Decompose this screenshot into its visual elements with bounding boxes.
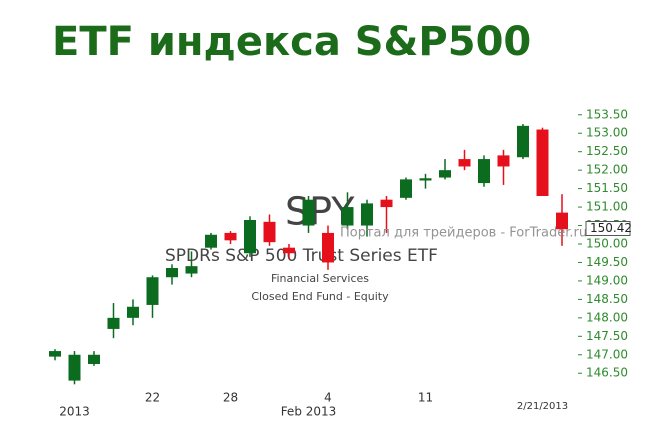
last-price-label: 150.42 (590, 221, 632, 235)
x-tick-label: 28 (223, 391, 238, 405)
x-tick-label: 2013 (59, 405, 90, 419)
y-tick-label: 152.00 (586, 163, 628, 177)
candle-body (88, 354, 100, 364)
candle-body (361, 203, 373, 226)
candle-body (107, 317, 120, 329)
candle-body (68, 354, 81, 381)
y-tick-label: 153.00 (586, 126, 628, 140)
x-tick-label: 4 (324, 391, 332, 405)
candle-body (341, 207, 354, 226)
candle-body (302, 199, 315, 226)
candle-body (439, 170, 451, 178)
candle-body (517, 125, 529, 158)
candle-body (478, 159, 490, 184)
candle-body (380, 199, 393, 208)
x-tick-label: Feb 2013 (281, 405, 337, 419)
y-tick-label: 151.00 (586, 200, 628, 214)
candle-body (283, 247, 295, 254)
last-price-box (585, 220, 631, 236)
y-tick-label: 147.00 (586, 347, 628, 361)
watermark: Портал для трейдеров - ForTrader.ru (340, 226, 587, 241)
candle-body (185, 266, 198, 274)
candle-body (536, 129, 549, 196)
y-tick-label: 149.50 (586, 255, 628, 269)
candle-body (497, 155, 510, 167)
candle-body (127, 306, 139, 318)
candle-body (224, 232, 237, 241)
y-tick-label: 150.00 (586, 237, 628, 251)
y-tick-label: 152.50 (586, 144, 628, 158)
y-tick-label: 147.50 (586, 329, 628, 343)
candle-body (244, 220, 256, 254)
y-tick-label: 149.00 (586, 273, 628, 287)
chart-title: ETF индекса S&P500 (52, 19, 531, 65)
x-tick-label: 11 (418, 391, 433, 405)
candle-body (166, 268, 178, 278)
date-marker: 2/21/2013 (517, 401, 568, 412)
candle-body (458, 159, 471, 167)
watermark-sector: Financial Services (271, 272, 369, 285)
candle-body (419, 178, 432, 181)
candle-body (146, 277, 159, 305)
y-tick-label: 146.50 (586, 366, 628, 380)
y-tick-label: 148.00 (586, 310, 628, 324)
y-tick-label: 148.50 (586, 292, 628, 306)
watermark-fund-type: Closed End Fund - Equity (251, 290, 389, 303)
candle-body (322, 232, 334, 263)
y-tick-label: 153.50 (586, 107, 628, 121)
candle-body (556, 212, 568, 230)
candle-body (400, 179, 412, 198)
candle-body (205, 234, 217, 248)
x-tick-label: 22 (145, 391, 160, 405)
candle-body (49, 351, 61, 357)
y-tick-label: 151.50 (586, 181, 628, 195)
candle-body (263, 221, 276, 243)
watermark-fund: SPDRs S&P 500 Trust Series ETF (165, 246, 438, 266)
